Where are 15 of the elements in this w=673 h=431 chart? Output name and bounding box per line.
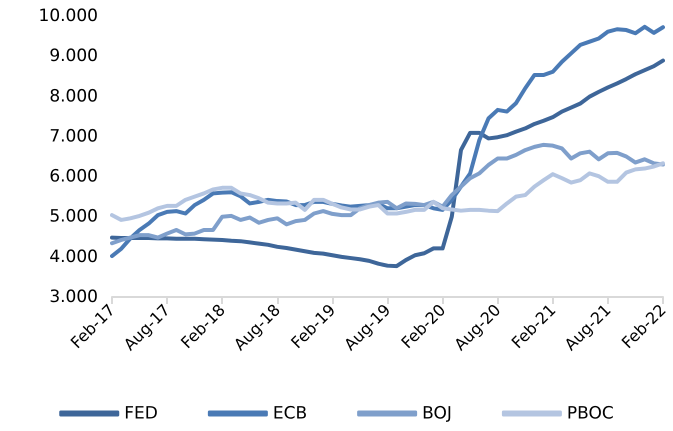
y-tick-label: 9.000: [49, 46, 98, 66]
y-tick-label: 8.000: [49, 86, 98, 106]
line-series: [110, 161, 665, 222]
line-series: [110, 142, 665, 246]
legend-label: PBOC: [566, 404, 614, 424]
line-series: [110, 58, 665, 268]
y-tick-label: 4.000: [49, 246, 98, 267]
y-tick-label: 6.000: [49, 166, 98, 187]
y-tick-label: 10.000: [38, 6, 98, 26]
legend-label: ECB: [272, 404, 308, 424]
y-tick-label: 3.000: [49, 287, 98, 307]
legend-label: BOJ: [422, 404, 452, 424]
y-tick-label: 7.000: [49, 126, 98, 146]
legend-label: FED: [124, 404, 158, 424]
y-tick-label: 5.000: [49, 206, 98, 227]
